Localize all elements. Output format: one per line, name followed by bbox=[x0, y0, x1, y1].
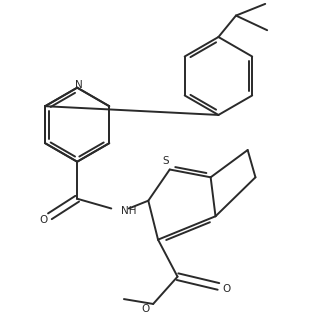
Text: O: O bbox=[39, 215, 47, 225]
Text: NH: NH bbox=[121, 206, 137, 216]
Text: O: O bbox=[141, 304, 150, 313]
Text: N: N bbox=[75, 80, 83, 90]
Text: O: O bbox=[222, 284, 230, 294]
Text: S: S bbox=[162, 156, 169, 166]
